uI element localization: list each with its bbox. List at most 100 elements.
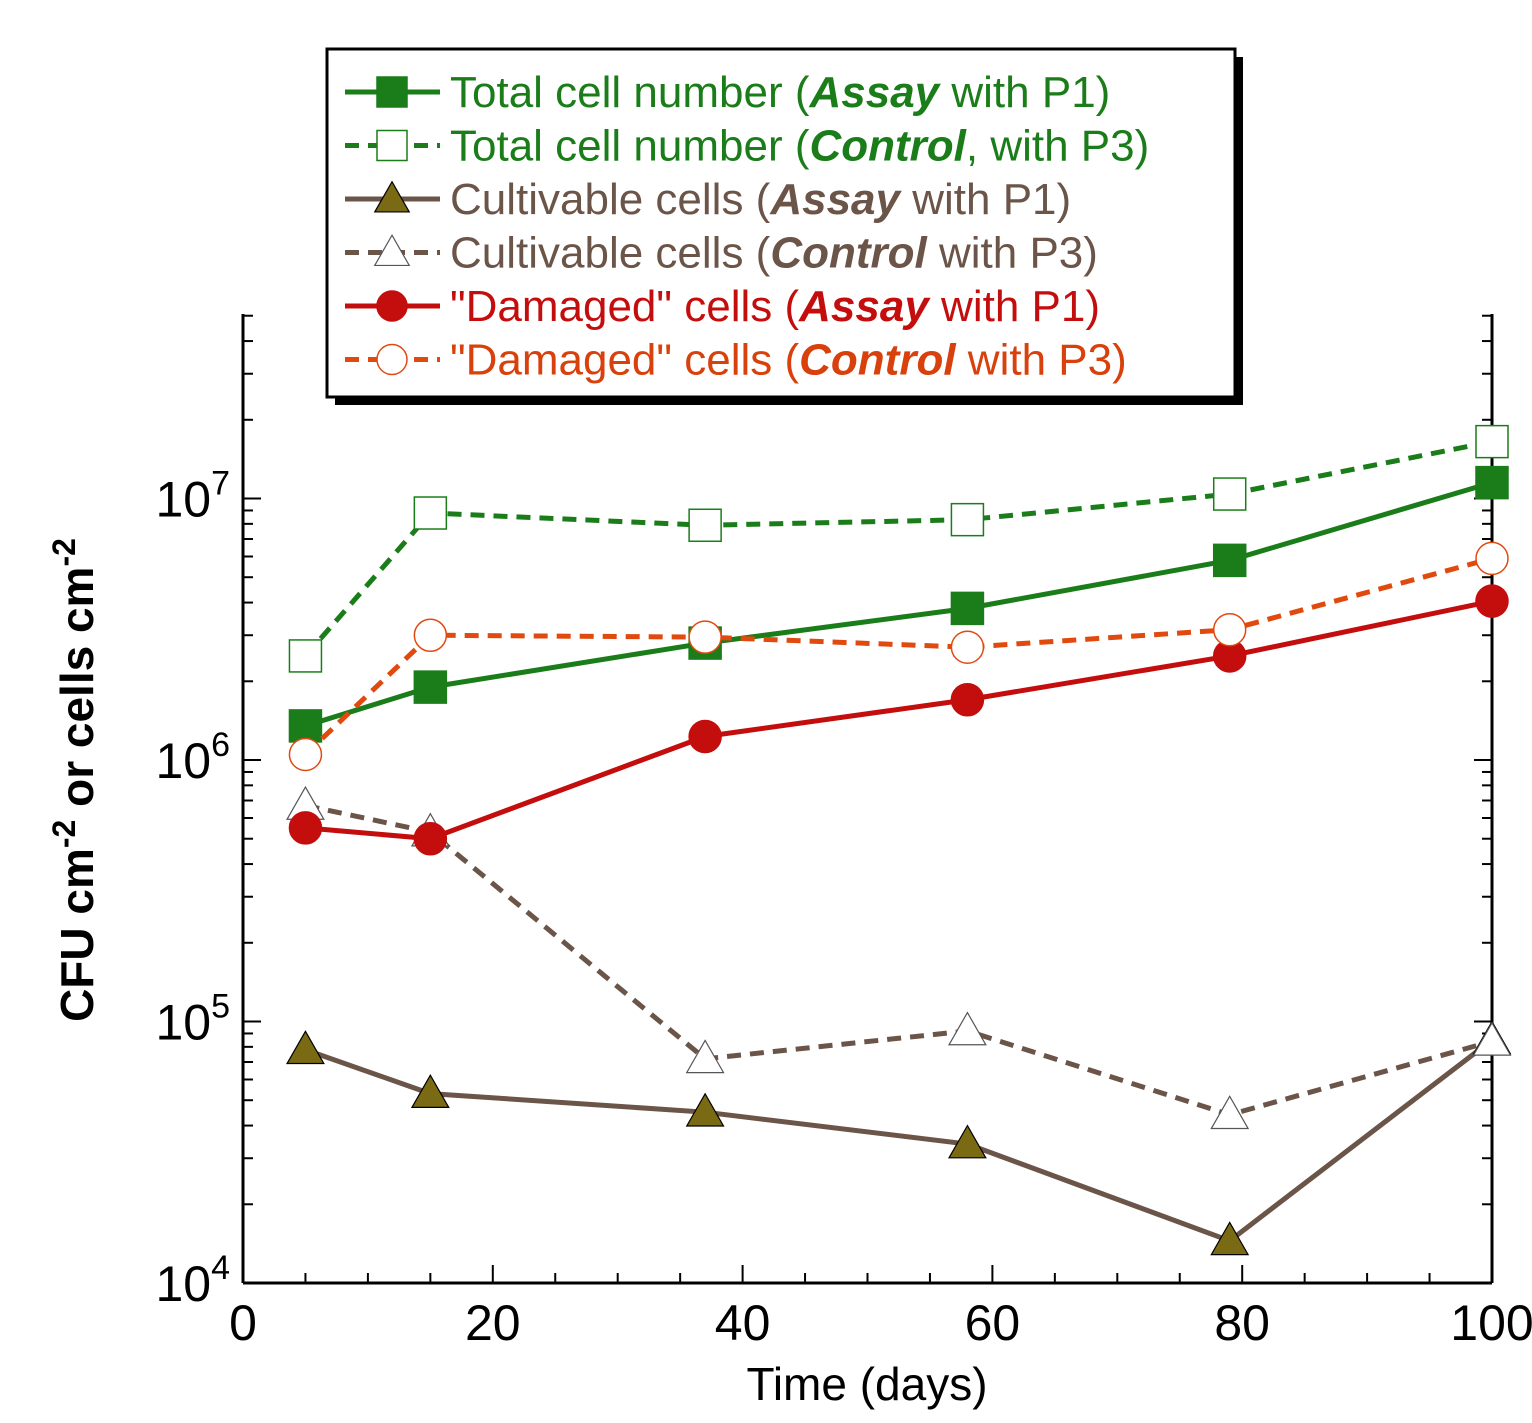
- data-point: [1212, 477, 1247, 511]
- y-tick-label-base: 10: [155, 1256, 211, 1312]
- data-point: [1475, 584, 1509, 618]
- x-axis-title: Time (days): [746, 1358, 987, 1410]
- legend-entry-3: Cultivable cells (Assay with P1): [345, 175, 1071, 224]
- series: [286, 424, 1512, 1256]
- data-point: [688, 719, 722, 754]
- data-point: [413, 821, 448, 856]
- y-axis-title-superscript: -2: [46, 538, 82, 566]
- series-line: [304, 1037, 1494, 1244]
- data-point: [376, 76, 408, 108]
- data-point: [413, 670, 448, 704]
- data-point: [288, 811, 323, 845]
- data-point: [376, 290, 408, 322]
- y-axis-title-superscript: -2: [46, 820, 82, 848]
- y-tick-label: 106: [155, 726, 230, 789]
- legend-label-part: with P1): [900, 175, 1071, 224]
- y-tick-label-exponent: 4: [211, 1249, 230, 1287]
- data-point: [1472, 1021, 1512, 1056]
- x-tick-label: 20: [465, 1295, 521, 1351]
- data-point: [373, 180, 411, 213]
- legend-label-part: Assay: [769, 175, 902, 224]
- legend-label-part: Cultivable cells (: [450, 229, 771, 278]
- y-axis-title-part: CFU cm: [51, 848, 103, 1022]
- data-point: [950, 591, 985, 626]
- data-point: [1212, 612, 1247, 647]
- legend-label-part: with P1): [929, 282, 1100, 331]
- data-point: [1475, 424, 1509, 459]
- data-point: [1475, 465, 1509, 500]
- data-point: [685, 1092, 725, 1127]
- legend: Total cell number (Assay with P1)Total c…: [325, 47, 1243, 405]
- legend-label: Cultivable cells (Assay with P1): [450, 175, 1071, 224]
- series-line: [304, 480, 1493, 729]
- data-point: [950, 630, 985, 664]
- legend-label: "Damaged" cells (Assay with P1): [450, 282, 1100, 331]
- series-2: [288, 424, 1509, 673]
- legend-label-part: Control: [799, 336, 956, 385]
- series-6: [288, 541, 1509, 772]
- y-tick-label: 105: [155, 988, 230, 1051]
- legend-entry-2: Total cell number (Control, with P3): [345, 122, 1149, 171]
- x-tick-label: 100: [1450, 1295, 1532, 1351]
- x-tick-label: 60: [965, 1295, 1021, 1351]
- legend-entry-6: "Damaged" cells (Control with P3): [345, 336, 1127, 385]
- y-tick-label-exponent: 7: [211, 465, 230, 503]
- data-point: [376, 343, 408, 376]
- series-line: [304, 803, 1493, 1118]
- y-tick-label: 104: [155, 1249, 230, 1312]
- series-3: [286, 1020, 1512, 1256]
- data-point: [947, 1124, 987, 1159]
- data-point: [288, 709, 323, 743]
- legend-label: Total cell number (Control, with P3): [450, 122, 1149, 171]
- data-point: [288, 737, 323, 772]
- data-point: [688, 508, 722, 543]
- series-line: [303, 439, 1493, 658]
- data-point: [688, 620, 722, 654]
- y-tick-label-base: 10: [155, 733, 211, 789]
- legend-label-part: "Damaged" cells (: [450, 336, 799, 385]
- series-1: [288, 465, 1509, 743]
- y-tick-label-base: 10: [155, 472, 211, 528]
- legend-label-part: Assay: [808, 68, 941, 117]
- legend-entry-5: "Damaged" cells (Assay with P1): [345, 282, 1100, 331]
- data-point: [950, 682, 985, 717]
- series-line: [305, 598, 1493, 842]
- series-line: [303, 556, 1493, 757]
- y-axis-title-part: or cells cm: [51, 567, 103, 820]
- series-5: [288, 584, 1509, 856]
- legend-entries: Total cell number (Assay with P1)Total c…: [345, 68, 1149, 385]
- legend-label-part: , with P3): [966, 122, 1149, 171]
- data-point: [376, 129, 408, 162]
- legend-label-part: Assay: [798, 282, 931, 331]
- data-point: [288, 639, 323, 673]
- legend-label-part: Control: [770, 229, 927, 278]
- legend-label: Total cell number (Assay with P1): [450, 68, 1110, 117]
- y-tick-label-exponent: 5: [211, 988, 230, 1026]
- legend-entry-4: Cultivable cells (Control with P3): [345, 229, 1098, 278]
- data-point: [413, 496, 448, 530]
- legend-label: Cultivable cells (Control with P3): [450, 229, 1098, 278]
- data-point: [373, 234, 411, 267]
- series-4: [286, 785, 1512, 1130]
- legend-label-part: Total cell number (: [450, 68, 810, 117]
- data-point: [410, 1073, 450, 1109]
- x-tick-label: 80: [1214, 1295, 1270, 1351]
- data-point: [1210, 1221, 1250, 1256]
- legend-label-part: with P3): [927, 229, 1098, 278]
- legend-label: "Damaged" cells (Control with P3): [450, 336, 1127, 385]
- data-point: [413, 618, 448, 652]
- legend-label-part: Control: [809, 122, 966, 171]
- x-tick-label: 40: [715, 1295, 771, 1351]
- legend-label-part: with P1): [939, 68, 1110, 117]
- data-point: [1212, 543, 1247, 578]
- y-tick-label: 107: [155, 465, 230, 528]
- data-point: [947, 1011, 987, 1046]
- axes: [241, 314, 1494, 1285]
- y-axis-title: CFU cm-2 or cells cm-2: [46, 538, 103, 1022]
- data-point: [1475, 541, 1509, 576]
- data-point: [286, 1030, 325, 1065]
- legend-entry-1: Total cell number (Assay with P1): [345, 68, 1110, 117]
- data-point: [685, 1039, 725, 1074]
